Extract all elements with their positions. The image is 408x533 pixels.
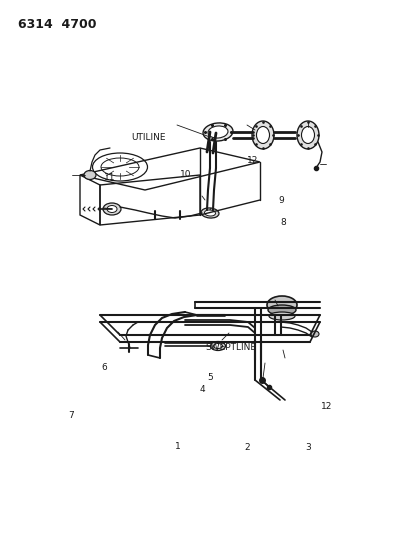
Ellipse shape	[311, 331, 319, 337]
Text: 6: 6	[101, 364, 107, 372]
Text: 11: 11	[104, 173, 116, 182]
Text: 6314  4700: 6314 4700	[18, 18, 97, 31]
Ellipse shape	[297, 121, 319, 149]
Ellipse shape	[268, 305, 296, 315]
Text: SWEPTLINE: SWEPTLINE	[205, 343, 256, 352]
Text: 7: 7	[69, 411, 74, 420]
Text: 8: 8	[281, 219, 286, 227]
Text: 5: 5	[207, 373, 213, 382]
Ellipse shape	[213, 343, 222, 349]
Ellipse shape	[204, 210, 215, 216]
Text: 12: 12	[247, 157, 259, 165]
Text: 2: 2	[244, 443, 250, 452]
Ellipse shape	[302, 126, 315, 143]
Ellipse shape	[252, 121, 274, 149]
Ellipse shape	[203, 123, 233, 141]
Text: 3: 3	[305, 443, 311, 452]
Text: 9: 9	[279, 196, 284, 205]
Ellipse shape	[103, 203, 121, 215]
Ellipse shape	[257, 126, 270, 143]
Ellipse shape	[84, 171, 96, 180]
Ellipse shape	[208, 126, 228, 138]
Ellipse shape	[211, 342, 226, 351]
Ellipse shape	[269, 312, 295, 320]
Text: 10: 10	[180, 170, 191, 179]
Ellipse shape	[201, 208, 219, 218]
Ellipse shape	[267, 296, 297, 314]
Ellipse shape	[107, 206, 117, 213]
Text: 1: 1	[175, 442, 180, 451]
Text: UTILINE: UTILINE	[132, 133, 166, 142]
Text: 12: 12	[321, 402, 332, 410]
Text: 4: 4	[199, 385, 205, 393]
